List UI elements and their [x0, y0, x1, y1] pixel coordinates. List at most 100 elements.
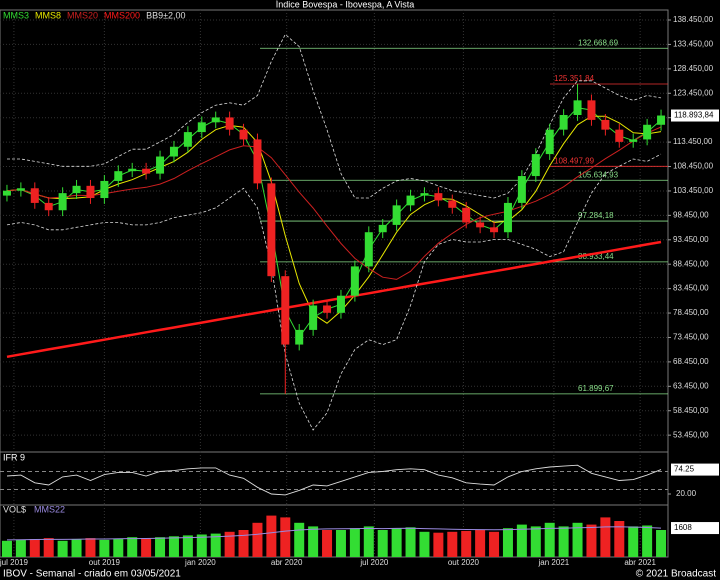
chart-title: Índice Bovespa - Ibovespa, A Vista — [276, 0, 414, 9]
level-label: 108.497,99 — [554, 156, 595, 165]
x-tick-label: abr 2020 — [271, 558, 303, 567]
last-ifr-box — [671, 463, 719, 476]
volume-bar — [656, 530, 667, 557]
x-tick-label: jan 2021 — [538, 558, 570, 567]
volume-bar — [363, 526, 374, 557]
y-tick-label: 98.450,00 — [673, 210, 709, 219]
y-tick-label: 103.450,00 — [673, 186, 714, 195]
candle-body — [225, 117, 234, 130]
volume-bar — [433, 532, 444, 557]
x-tick-label: out 2019 — [89, 558, 121, 567]
candle-body — [114, 171, 123, 181]
candle-body — [323, 305, 332, 313]
volume-bar — [447, 531, 458, 557]
legend-label: MMS200 — [104, 10, 140, 20]
volume-bar — [71, 539, 82, 557]
candle-body — [336, 295, 345, 313]
y-tick-label: 63.450,00 — [673, 381, 709, 390]
candle-body — [295, 329, 304, 345]
candle-body — [30, 188, 39, 203]
volume-bar — [322, 530, 333, 557]
volume-bar — [294, 522, 305, 557]
y-tick-label: 138.450,00 — [673, 15, 714, 24]
candle-body — [657, 115, 666, 125]
candle-body — [517, 176, 526, 203]
legend-label: VOL$ — [3, 504, 26, 514]
ifr-title: IFR 9 — [3, 452, 25, 462]
candle-body — [629, 139, 638, 142]
volume-bar — [196, 534, 207, 557]
volume-bar — [168, 536, 179, 557]
volume-average — [6, 526, 662, 541]
volume-bar — [85, 538, 96, 557]
x-tick-label: jan 2020 — [184, 558, 216, 567]
volume-bar — [502, 528, 513, 557]
candle-body — [559, 115, 568, 130]
volume-bar — [419, 531, 430, 557]
candle-body — [72, 185, 81, 194]
volume-bar — [43, 538, 54, 557]
candle-body — [573, 100, 582, 116]
volume-bar — [405, 527, 416, 557]
candle-body — [267, 183, 276, 277]
candle-body — [58, 193, 67, 211]
last-volume: 1608 — [674, 523, 692, 532]
candle-body — [86, 185, 95, 199]
moving-average — [6, 126, 662, 280]
volume-bar — [15, 539, 26, 557]
volume-bar — [1, 540, 12, 557]
candle-body — [490, 227, 499, 233]
candle-body — [531, 154, 540, 177]
volume-bar — [252, 522, 263, 557]
volume-bar — [266, 515, 277, 557]
candle-body — [364, 232, 373, 267]
volume-bar — [155, 537, 166, 557]
volume-bar — [210, 533, 221, 557]
volume-bar — [182, 535, 193, 557]
legend-label: MMS22 — [34, 504, 65, 514]
volume-bar — [586, 524, 597, 557]
x-tick-label: jul 2020 — [359, 558, 389, 567]
candle-body — [44, 202, 53, 211]
candle-body — [16, 188, 25, 191]
y-tick-label: 128.450,00 — [673, 64, 714, 73]
candle-body — [462, 207, 471, 223]
level-label: 105.634,93 — [578, 170, 619, 179]
legend-label: MMS8 — [35, 10, 61, 20]
candle-body — [476, 222, 485, 228]
candle-body — [211, 117, 220, 123]
candle-body — [253, 139, 262, 184]
y-tick-label: 78.450,00 — [673, 308, 709, 317]
volume-bar — [280, 517, 291, 557]
volume-bar — [572, 522, 583, 557]
volume-bar — [475, 530, 486, 557]
last-volume-box — [671, 522, 719, 535]
y-tick-label: 68.450,00 — [673, 357, 709, 366]
bollinger-upper — [7, 33, 662, 199]
candle-body — [183, 132, 192, 147]
candle-body — [156, 156, 165, 174]
volume-bar — [377, 530, 388, 557]
y-tick-label: 53.450,00 — [673, 430, 709, 439]
candle-body — [545, 129, 554, 155]
candle-body — [2, 190, 11, 196]
volume-bar — [99, 539, 110, 557]
candle-body — [615, 129, 624, 142]
volume-bar — [461, 530, 472, 557]
candle-body — [392, 205, 401, 225]
y-tick-label: 113.450,00 — [673, 137, 713, 146]
candle-body — [142, 168, 151, 174]
volume-bar — [308, 526, 319, 557]
y-tick-label: 58.450,00 — [673, 406, 709, 415]
candle-body — [378, 224, 387, 233]
volume-bar — [628, 526, 639, 557]
volume-bar — [238, 530, 249, 557]
x-tick-label: jul 2019 — [0, 558, 28, 567]
y-tick-label: 20.00 — [676, 489, 697, 498]
moving-average — [6, 115, 662, 324]
volume-bar — [558, 526, 569, 557]
last-price-box — [671, 109, 719, 122]
level-label: 88.933,44 — [578, 252, 614, 261]
